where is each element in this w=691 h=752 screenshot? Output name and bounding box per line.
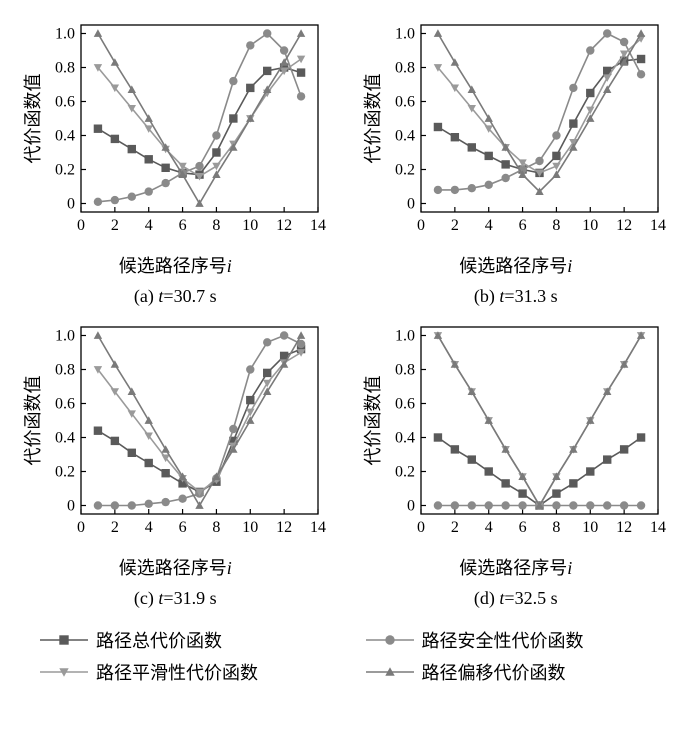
- x-axis-label: 候选路径序号i: [459, 554, 572, 580]
- chart-c: 0 2 4 6 8 10 12 14 0 0.2 0.4 0.6 0.8 1.0 代价函数值: [23, 317, 328, 552]
- svg-text:1.0: 1.0: [395, 328, 415, 345]
- panel-grid: 0246810121400.20.40.60.81.0代价函数值候选路径序号i(…: [10, 15, 681, 609]
- svg-text:0.6: 0.6: [55, 94, 75, 111]
- legend-label: 路径总代价函数: [96, 627, 222, 653]
- series-safety: [98, 336, 301, 506]
- legend-item-smooth: 路径平滑性代价函数: [40, 659, 326, 685]
- legend-item-offset: 路径偏移代价函数: [366, 659, 652, 685]
- svg-text:2: 2: [451, 519, 459, 536]
- svg-text:6: 6: [178, 217, 186, 234]
- tri_down-icon: [40, 664, 88, 680]
- panel-caption-a: (a) t=30.7 s: [134, 286, 217, 307]
- svg-text:0.4: 0.4: [395, 128, 415, 145]
- series-total: [438, 59, 641, 173]
- svg-text:0: 0: [77, 217, 85, 234]
- svg-text:0.4: 0.4: [395, 430, 415, 447]
- svg-text:14: 14: [310, 519, 326, 536]
- svg-text:0.8: 0.8: [395, 362, 415, 379]
- legend-item-safety: 路径安全性代价函数: [366, 627, 652, 653]
- legend: 路径总代价函数 路径安全性代价函数 路径平滑性代价函数 路径偏移代价函数: [10, 627, 681, 685]
- svg-text:0.8: 0.8: [55, 362, 75, 379]
- legend-item-total: 路径总代价函数: [40, 627, 326, 653]
- svg-text:8: 8: [553, 519, 561, 536]
- svg-text:0.4: 0.4: [55, 128, 75, 145]
- svg-text:0.2: 0.2: [55, 464, 75, 481]
- svg-text:0: 0: [417, 217, 425, 234]
- series-offset: [438, 336, 641, 506]
- svg-text:1.0: 1.0: [55, 328, 75, 345]
- svg-text:0.2: 0.2: [55, 162, 75, 179]
- svg-text:2: 2: [111, 217, 119, 234]
- series-total: [438, 438, 641, 506]
- svg-text:10: 10: [583, 519, 599, 536]
- x-axis-label: 候选路径序号i: [119, 554, 232, 580]
- svg-text:12: 12: [276, 519, 292, 536]
- svg-text:0: 0: [77, 519, 85, 536]
- y-axis-label: 代价函数值: [363, 376, 383, 466]
- svg-text:2: 2: [451, 217, 459, 234]
- svg-text:6: 6: [178, 519, 186, 536]
- x-axis-label: 候选路径序号i: [459, 252, 572, 278]
- panel-c: 0 2 4 6 8 10 12 14 0 0.2 0.4 0.6 0.8 1.0 代价函数值候选路径序号i (…: [23, 317, 328, 609]
- series-offset: [98, 336, 301, 506]
- svg-text:6: 6: [519, 217, 527, 234]
- svg-text:8: 8: [553, 217, 561, 234]
- svg-text:14: 14: [310, 217, 326, 234]
- svg-text:8: 8: [212, 217, 220, 234]
- y-axis-label: 代价函数值: [23, 376, 43, 466]
- legend-label: 路径平滑性代价函数: [96, 659, 258, 685]
- svg-text:0.2: 0.2: [395, 162, 415, 179]
- panel-caption-b: (b) t=31.3 s: [474, 286, 558, 307]
- svg-text:0.6: 0.6: [395, 94, 415, 111]
- svg-text:10: 10: [242, 519, 258, 536]
- legend-label: 路径安全性代价函数: [422, 627, 584, 653]
- svg-text:0.4: 0.4: [55, 430, 75, 447]
- tri_up-icon: [366, 664, 414, 680]
- svg-text:12: 12: [616, 217, 632, 234]
- circle-icon: [366, 632, 414, 648]
- svg-text:12: 12: [276, 217, 292, 234]
- svg-text:0: 0: [67, 498, 75, 515]
- svg-text:10: 10: [583, 217, 599, 234]
- chart-b: 0 2 4 6 8 10 12 14 0 0.2 0.4 0.6 0.8 1.0 代价函数值: [363, 15, 668, 250]
- svg-text:4: 4: [485, 217, 493, 234]
- chart-d: 0 2 4 6 8 10 12 14 0 0.2 0.4 0.6 0.8 1.0 代价函数值: [363, 317, 668, 552]
- svg-text:8: 8: [212, 519, 220, 536]
- svg-text:0: 0: [407, 498, 415, 515]
- series-smooth: [98, 59, 301, 176]
- svg-text:0: 0: [417, 519, 425, 536]
- svg-text:4: 4: [144, 217, 152, 234]
- svg-text:2: 2: [111, 519, 119, 536]
- svg-text:4: 4: [485, 519, 493, 536]
- svg-text:1.0: 1.0: [395, 26, 415, 43]
- y-axis-label: 代价函数值: [363, 74, 383, 164]
- chart-a: 0 2 4 6 8 10 12 14 0 0.2 0.4 0.6 0.8 1.0 代价函数值: [23, 15, 328, 250]
- svg-text:0.8: 0.8: [395, 60, 415, 77]
- y-axis-label: 代价函数值: [23, 74, 43, 164]
- x-axis-label: 候选路径序号i: [119, 252, 232, 278]
- series-safety: [438, 34, 641, 190]
- svg-text:1.0: 1.0: [55, 26, 75, 43]
- svg-text:0.8: 0.8: [55, 60, 75, 77]
- panel-d: 0 2 4 6 8 10 12 14 0 0.2 0.4 0.6 0.8 1.0 代价函数值候选路径序号i (…: [363, 317, 668, 609]
- svg-text:0.2: 0.2: [395, 464, 415, 481]
- svg-text:4: 4: [144, 519, 152, 536]
- svg-text:6: 6: [519, 519, 527, 536]
- svg-text:0.6: 0.6: [55, 396, 75, 413]
- svg-text:14: 14: [650, 519, 666, 536]
- panel-b: 0 2 4 6 8 10 12 14 0 0.2 0.4 0.6 0.8 1.0 代价函数值候选路径序号i (…: [363, 15, 668, 307]
- series-smooth: [438, 336, 641, 506]
- svg-text:0: 0: [407, 196, 415, 213]
- series-offset: [438, 34, 641, 192]
- svg-text:0: 0: [67, 196, 75, 213]
- svg-text:0.6: 0.6: [395, 396, 415, 413]
- svg-text:10: 10: [242, 217, 258, 234]
- panel-caption-d: (d) t=32.5 s: [474, 588, 558, 609]
- panel-a: 0 2 4 6 8 10 12 14 0 0.2 0.4 0.6 0.8 1.0 代价函数值候选路径序号i (…: [23, 15, 328, 307]
- legend-label: 路径偏移代价函数: [422, 659, 566, 685]
- square-icon: [40, 632, 88, 648]
- panel-caption-c: (c) t=31.9 s: [134, 588, 217, 609]
- svg-text:12: 12: [616, 519, 632, 536]
- svg-text:14: 14: [650, 217, 666, 234]
